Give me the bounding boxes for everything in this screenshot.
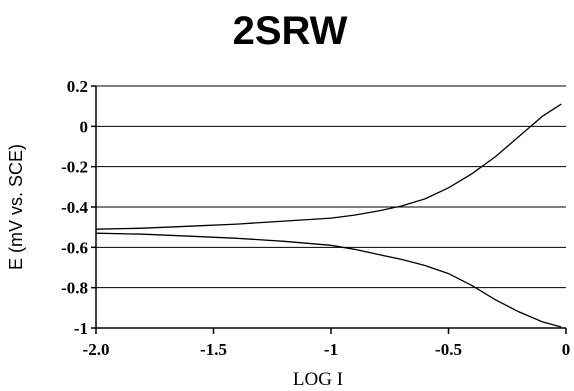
- y-tick-label: 0: [80, 117, 89, 136]
- y-tick-label: -0.6: [61, 238, 88, 257]
- y-tick-label: 0.2: [67, 77, 88, 96]
- x-tick-label: 0: [562, 340, 571, 359]
- grid-lines: [96, 85, 566, 329]
- x-tick-labels: -2.0 -1.5 -1 -0.5 0: [83, 340, 571, 359]
- series-layer: [95, 103, 562, 328]
- x-tick-label: -2.0: [83, 340, 110, 359]
- y-tick-labels: 0.2 0 -0.2 -0.4 -0.6 -0.8 -1: [61, 77, 88, 338]
- axes: [91, 85, 567, 334]
- x-tick-label: -1.5: [200, 340, 227, 359]
- x-axis-label: LOG I: [293, 369, 343, 390]
- y-tick-label: -0.4: [61, 198, 88, 217]
- chart-title: 2SRW: [233, 9, 348, 53]
- series-line-2: [95, 232, 562, 328]
- y-tick-label: -1: [74, 319, 88, 338]
- series-line-1: [95, 103, 562, 230]
- x-tick-label: -0.5: [435, 340, 462, 359]
- y-tick-label: -0.8: [61, 279, 88, 298]
- x-tick-label: -1: [324, 340, 338, 359]
- y-axis-label: E (mV vs. SCE): [6, 144, 26, 270]
- y-tick-label: -0.2: [61, 158, 88, 177]
